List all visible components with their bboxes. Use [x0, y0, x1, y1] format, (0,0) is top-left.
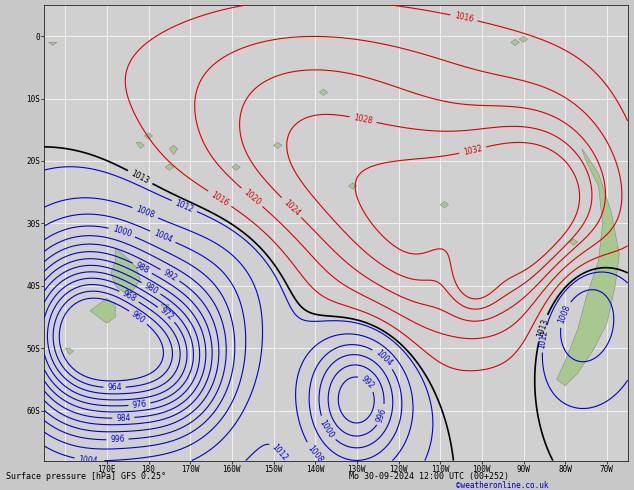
Text: 1032: 1032 [462, 144, 483, 157]
Text: 1028: 1028 [353, 113, 373, 126]
Text: 1004: 1004 [78, 455, 98, 466]
Text: 1008: 1008 [306, 443, 324, 464]
Text: 992: 992 [359, 374, 376, 391]
Polygon shape [519, 36, 527, 42]
Text: 1012: 1012 [174, 198, 195, 214]
Text: 1004: 1004 [152, 229, 174, 245]
Text: 984: 984 [116, 413, 131, 423]
Polygon shape [111, 248, 140, 292]
Text: 992: 992 [162, 268, 179, 283]
Text: 1016: 1016 [453, 11, 474, 24]
Text: 968: 968 [120, 289, 138, 304]
Polygon shape [273, 142, 282, 148]
Text: 1000: 1000 [318, 418, 336, 439]
Polygon shape [569, 239, 578, 245]
Polygon shape [49, 42, 57, 46]
Text: 996: 996 [375, 407, 389, 423]
Text: 980: 980 [143, 281, 160, 296]
Polygon shape [161, 305, 169, 311]
Polygon shape [511, 39, 519, 46]
Polygon shape [557, 148, 619, 386]
Text: 1020: 1020 [242, 188, 262, 207]
Polygon shape [440, 201, 448, 208]
Text: 988: 988 [134, 261, 151, 275]
Text: 960: 960 [130, 309, 147, 325]
Text: 996: 996 [110, 435, 125, 444]
Polygon shape [165, 164, 174, 171]
Text: 1008: 1008 [134, 205, 156, 220]
Text: 976: 976 [132, 399, 147, 410]
Polygon shape [320, 89, 328, 96]
Text: 1004: 1004 [373, 348, 394, 368]
Text: 1012: 1012 [538, 328, 550, 349]
Text: 1024: 1024 [281, 197, 301, 218]
Text: 1008: 1008 [556, 304, 572, 325]
Polygon shape [65, 348, 74, 354]
Text: ©weatheronline.co.uk: ©weatheronline.co.uk [456, 481, 549, 490]
Text: 972: 972 [158, 306, 175, 322]
Text: 1000: 1000 [111, 225, 133, 239]
Text: 1013: 1013 [129, 169, 151, 186]
Text: 1016: 1016 [209, 190, 230, 208]
Polygon shape [136, 142, 145, 148]
Polygon shape [169, 146, 178, 155]
Polygon shape [90, 298, 115, 323]
Polygon shape [232, 164, 240, 171]
Text: 1013: 1013 [535, 318, 550, 339]
Text: 964: 964 [107, 383, 122, 392]
Text: Surface pressure [hPa] GFS 0.25°: Surface pressure [hPa] GFS 0.25° [6, 472, 166, 481]
Polygon shape [349, 183, 357, 189]
Text: 1012: 1012 [270, 443, 290, 463]
Polygon shape [145, 133, 153, 139]
Text: Mo 30-09-2024 12:00 UTC (00+252): Mo 30-09-2024 12:00 UTC (00+252) [349, 472, 508, 481]
